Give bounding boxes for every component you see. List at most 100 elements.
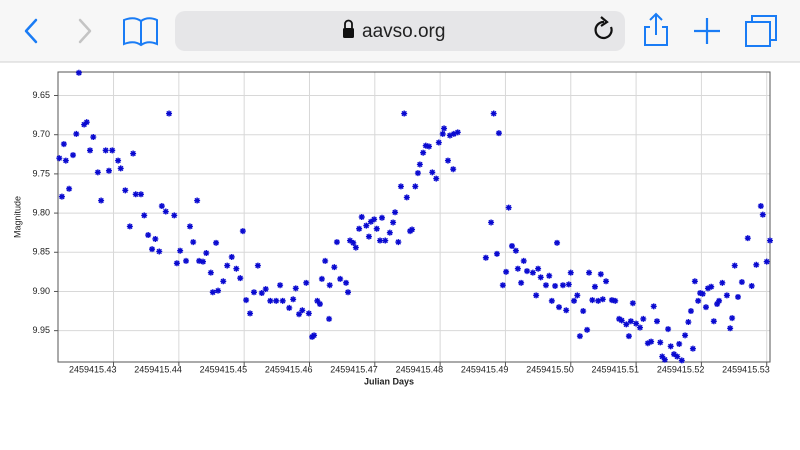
data-point (416, 161, 423, 168)
data-point (83, 119, 90, 126)
data-point (352, 244, 359, 251)
data-point (744, 235, 751, 242)
data-point (98, 197, 105, 204)
data-point (367, 218, 374, 225)
data-point (173, 260, 180, 267)
x-tick-label: 2459415.48 (396, 364, 444, 374)
forward-button[interactable] (78, 18, 92, 44)
data-point (685, 319, 692, 326)
share-button[interactable] (644, 12, 668, 46)
data-point (548, 297, 555, 304)
data-point (644, 340, 651, 347)
data-point (149, 246, 156, 253)
data-point (273, 297, 280, 304)
data-point (695, 297, 702, 304)
y-tick-label: 9.85 (32, 247, 50, 257)
new-tab-button[interactable] (694, 18, 720, 44)
data-point (371, 216, 378, 223)
data-point (220, 278, 227, 285)
data-point (433, 175, 440, 182)
data-point (203, 250, 210, 257)
data-point (659, 353, 666, 360)
data-point (326, 282, 333, 289)
data-point (224, 262, 231, 269)
data-point (629, 300, 636, 307)
data-point (102, 147, 109, 154)
data-point (595, 297, 602, 304)
x-tick-label: 2459415.43 (69, 364, 117, 374)
data-point (748, 282, 755, 289)
data-point (589, 297, 596, 304)
y-tick-label: 9.70 (32, 129, 50, 139)
data-point (488, 219, 495, 226)
plot-frame (57, 71, 771, 363)
data-point (177, 247, 184, 254)
data-point (657, 339, 664, 346)
data-point (738, 279, 745, 286)
data-point (648, 338, 655, 345)
data-point (132, 191, 139, 198)
data-point (350, 239, 357, 246)
data-point (665, 326, 672, 333)
data-point (653, 318, 660, 325)
data-point (62, 157, 69, 164)
url: aavso.org (362, 21, 445, 42)
data-point (412, 183, 419, 190)
data-point (591, 283, 598, 290)
address-bar[interactable] (175, 11, 625, 51)
data-point (499, 282, 506, 289)
data-point (667, 343, 674, 350)
data-point (546, 272, 553, 279)
data-point (299, 307, 306, 314)
data-point (105, 167, 112, 174)
data-point (279, 297, 286, 304)
y-tick-label: 9.65 (32, 90, 50, 100)
tabs-button[interactable] (745, 15, 777, 47)
data-point (505, 204, 512, 211)
data-point (689, 345, 696, 352)
data-point (439, 130, 446, 137)
data-point (162, 208, 169, 215)
data-point (322, 257, 329, 264)
data-point (674, 353, 681, 360)
data-point (377, 237, 384, 244)
data-point (94, 169, 101, 176)
data-point (535, 265, 542, 272)
data-point (392, 209, 399, 216)
data-point (237, 275, 244, 282)
data-point (565, 281, 572, 288)
data-point (158, 203, 165, 210)
data-point (296, 311, 303, 318)
data-point (233, 265, 240, 272)
data-point (599, 296, 606, 303)
data-point (450, 166, 457, 173)
data-point (731, 262, 738, 269)
data-point (66, 185, 73, 192)
data-point (373, 225, 380, 232)
data-point (625, 333, 632, 340)
data-point (702, 304, 709, 311)
data-point (228, 253, 235, 260)
data-point (420, 149, 427, 156)
data-point (200, 258, 207, 265)
data-point (691, 278, 698, 285)
data-point (56, 155, 63, 162)
data-point (640, 315, 647, 322)
data-point (661, 356, 668, 363)
data-point (358, 214, 365, 220)
data-point (290, 296, 297, 303)
data-point (365, 233, 372, 240)
bookmarks-button[interactable] (123, 17, 158, 47)
data-point (250, 289, 257, 296)
data-point (563, 307, 570, 314)
data-point (262, 286, 269, 293)
reload-button[interactable] (594, 20, 613, 40)
data-point (757, 203, 764, 210)
y-axis-label: Magnitude (12, 196, 22, 238)
data-point (337, 275, 344, 282)
data-point (627, 318, 634, 325)
back-button[interactable] (24, 18, 38, 44)
data-point (490, 110, 497, 117)
data-point (618, 317, 625, 324)
